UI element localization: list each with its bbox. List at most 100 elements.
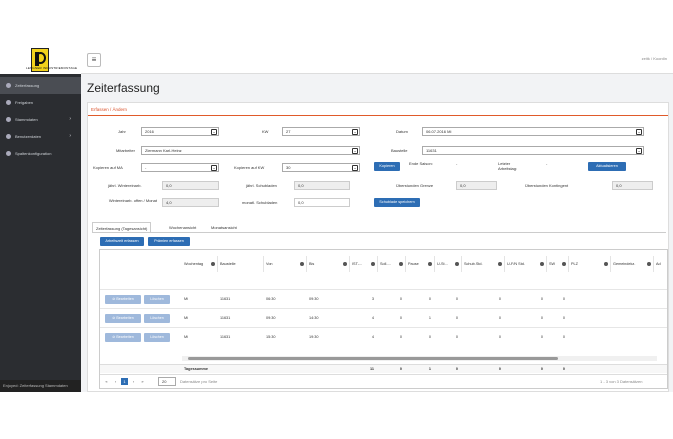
kopieren-kw-label: Kopieren auf KW — [234, 165, 265, 170]
sort-icon — [562, 262, 566, 266]
sidebar-item-spaltenkonfiguration[interactable]: Spaltenkonfiguration — [0, 145, 81, 162]
col-soll[interactable]: Soll-... — [378, 256, 406, 272]
schublade-speichern-button[interactable]: Schublade speichern — [374, 198, 420, 207]
col-von[interactable]: Von — [264, 256, 307, 272]
praemien-erfassen-button[interactable]: Prämien erfassen — [148, 237, 190, 246]
mitarbeiter-select[interactable]: Ziermann Karl-Heinz ⌄ — [141, 146, 360, 155]
cell-baustelle: 11631 — [220, 297, 231, 301]
col-plz[interactable]: PLZ — [569, 256, 611, 272]
cell-schub: 0 — [498, 316, 501, 320]
tab-divider — [92, 232, 666, 233]
cell-ust: 0 — [455, 316, 458, 320]
prev-page-icon[interactable]: ‹ — [114, 379, 117, 384]
pager: « ‹ 1 › » 20 Datensätze pro Seite 1 - 3 … — [100, 374, 667, 388]
menu-toggle-button[interactable]: ≡ — [87, 53, 101, 67]
summary-ufn: 0 — [540, 367, 543, 371]
chevron-down-icon: ⌄ — [211, 129, 217, 135]
summary-soll: 0 — [399, 367, 402, 371]
ende-saison-value: - — [456, 161, 458, 166]
sort-icon — [399, 262, 403, 266]
baustelle-select[interactable]: 11631 ⌄ — [422, 146, 644, 155]
edit-button[interactable]: ⊘ Bearbeiten — [105, 295, 141, 304]
col-ad[interactable]: Ad — [656, 262, 661, 266]
letzter-arbeitstag-value: - — [546, 161, 548, 166]
winterein-field[interactable]: 0,0 — [162, 181, 219, 190]
table-row: ⊘ Bearbeiten Löschen Mi 11631 15:30 19:3… — [100, 327, 667, 346]
cell-ufn: 0 — [540, 316, 543, 320]
horizontal-scrollbar[interactable] — [182, 356, 657, 361]
chevron-down-icon: ⌄ — [636, 148, 642, 154]
first-page-icon[interactable]: « — [105, 379, 108, 384]
cell-baustelle: 11631 — [220, 316, 231, 320]
col-gemeindekz[interactable]: Gemeindekz. — [611, 256, 654, 272]
chevron-right-icon: › — [69, 133, 71, 139]
ueberstunden-kontingent-label: Überstunden Kontingent — [525, 183, 569, 188]
user-menu[interactable]: zeitk / Koordin — [641, 56, 667, 61]
page-size-label: Datensätze pro Seite — [180, 379, 218, 384]
user-icon — [6, 134, 11, 139]
cell-soll: 0 — [399, 335, 402, 339]
cell-pause: 0 — [428, 335, 431, 339]
tab-wochenansicht[interactable]: Wochenansicht — [169, 225, 197, 230]
next-page-icon[interactable]: › — [132, 379, 135, 384]
winterein-label: jährl. Wintereinarb. — [108, 183, 142, 188]
page-button[interactable]: 1 — [121, 378, 128, 385]
arbeitszeit-erfassen-button[interactable]: Arbeitszeit erfassen — [100, 237, 144, 246]
col-pause[interactable]: Pause — [406, 256, 435, 272]
col-sw[interactable]: SW — [547, 256, 569, 272]
chevron-down-icon: ⌄ — [352, 165, 358, 171]
col-bis[interactable]: Bis — [307, 256, 350, 272]
jahr-select[interactable]: 2016 ⌄ — [141, 127, 219, 136]
sidebar-item-stammdaten[interactable]: Stammdaten › — [0, 111, 81, 128]
cell-ist: 4 — [371, 335, 374, 339]
cell-ufn: 0 — [540, 335, 543, 339]
sidebar-item-benutzerdaten[interactable]: Benutzerdaten › — [0, 128, 81, 145]
delete-button[interactable]: Löschen — [144, 333, 170, 342]
ueberstunden-grenze-field[interactable]: 0,0 — [456, 181, 497, 190]
delete-button[interactable]: Löschen — [144, 295, 170, 304]
col-ist[interactable]: IST-... — [350, 256, 378, 272]
cell-pause: 1 — [428, 316, 431, 320]
sidebar-item-zeiterfassung[interactable]: Zeiterfassung — [0, 77, 81, 94]
col-baustelle[interactable]: Baustelle — [218, 256, 264, 272]
schubladen-field[interactable]: 0,0 — [294, 181, 350, 190]
winterein-offen-field[interactable]: 4,0 — [162, 198, 219, 207]
gear-icon — [6, 151, 11, 156]
grid-header: Wochentag Baustelle Von Bis IST-... Soll… — [100, 256, 667, 272]
col-schub[interactable]: Schub.Std. — [462, 256, 505, 272]
last-page-icon[interactable]: » — [141, 379, 144, 384]
monatl-schubladen-field[interactable]: 0,0 — [294, 198, 350, 207]
time-grid: Wochentag Baustelle Von Bis IST-... Soll… — [99, 249, 668, 389]
cell-baustelle: 11631 — [220, 335, 231, 339]
datum-label: Datum — [396, 129, 408, 134]
cell-soll: 0 — [399, 297, 402, 301]
winterein-offen-label: Wintereinarb. offen / Monat — [108, 198, 157, 203]
cell-tag: Mi — [184, 297, 189, 301]
kopieren-ma-select[interactable]: - ⌄ — [141, 163, 219, 172]
ueberstunden-kontingent-field[interactable]: 0,0 — [612, 181, 653, 190]
aktualisieren-button[interactable]: Aktualisieren — [588, 162, 626, 171]
scrollbar-thumb[interactable] — [188, 357, 558, 360]
kopieren-button[interactable]: Kopieren — [374, 162, 400, 171]
ueberstunden-grenze-label: Überstunden Grenze — [396, 183, 434, 188]
cell-von: 15:30 — [266, 335, 276, 339]
tab-monatsansicht[interactable]: Monatsansicht — [211, 225, 237, 230]
col-ust[interactable]: U-St... — [435, 256, 462, 272]
kw-select[interactable]: 27 ⌄ — [282, 127, 360, 136]
letzter-arbeitstag-label: Letzter Arbeitstag: — [498, 161, 518, 171]
datum-select[interactable]: 06.07.2016 Mi ⌄ — [422, 127, 644, 136]
edit-button[interactable]: ⊘ Bearbeiten — [105, 314, 141, 323]
sidebar-item-freigaben[interactable]: Freigaben — [0, 94, 81, 111]
page-size-select[interactable]: 20 — [158, 377, 176, 386]
top-bar: ≡ zeitk / Koordin — [81, 47, 673, 74]
col-wochentag[interactable]: Wochentag — [182, 256, 218, 272]
cell-schub: 0 — [498, 335, 501, 339]
delete-button[interactable]: Löschen — [144, 314, 170, 323]
kopieren-kw-select[interactable]: 30 ⌄ — [282, 163, 360, 172]
sort-icon — [455, 262, 459, 266]
chevron-down-icon: ⌄ — [352, 148, 358, 154]
col-ufn[interactable]: U-F/N Std. — [505, 256, 547, 272]
edit-button[interactable]: ⊘ Bearbeiten — [105, 333, 141, 342]
mitarbeiter-label: Mitarbeiter — [116, 148, 135, 153]
cell-ust: 0 — [455, 297, 458, 301]
